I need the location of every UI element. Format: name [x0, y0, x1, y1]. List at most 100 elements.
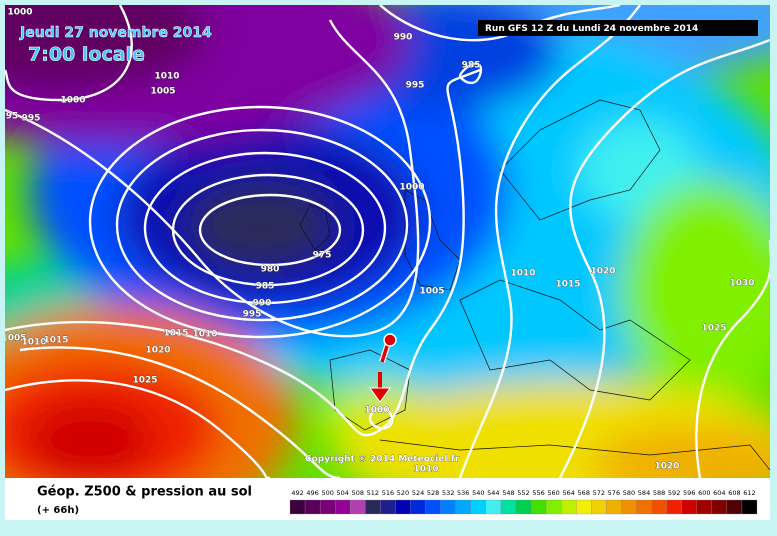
- isobar-label: 1000: [399, 183, 424, 193]
- colorbar-cell: [711, 499, 728, 515]
- isobar-label: 1020: [145, 346, 170, 356]
- isobar-label: 1020: [654, 462, 679, 472]
- colorbar-label: 568: [578, 489, 590, 497]
- colorbar-cell: [395, 499, 411, 515]
- colorbar-cell: [440, 499, 456, 515]
- colorbar-label: 500: [321, 489, 333, 497]
- colorbar-label: 576: [608, 489, 620, 497]
- isobar-label: 1000: [7, 8, 32, 18]
- colorbar-label: 560: [547, 489, 559, 497]
- isobar-label: 1010: [192, 330, 217, 340]
- colorbar-cell: [350, 499, 366, 515]
- colorbar-label: 544: [487, 489, 499, 497]
- colorbar-label: 516: [382, 489, 394, 497]
- isobars: [5, 5, 770, 478]
- isobar-label: 995: [243, 310, 262, 320]
- colorbar: 492 496 500 504 508 512 516 520 524 528 532 536 540 5…: [289, 489, 758, 515]
- colorbar-label: 532: [442, 489, 454, 497]
- colorbar-label: 528: [427, 489, 439, 497]
- colorbar-label: 492: [291, 489, 303, 497]
- colorbar-cell: [319, 499, 336, 515]
- colorbar-cell: [666, 499, 682, 515]
- isobar-label: 1020: [590, 267, 615, 277]
- isobar-label: 1000: [60, 96, 85, 106]
- copyright: Copyright © 2014 Meteociel.fr: [305, 455, 460, 465]
- isobar-label: 1010: [413, 465, 438, 475]
- colorbar-label: 496: [306, 489, 318, 497]
- colorbar-label: 520: [397, 489, 409, 497]
- isobar-label: 1010: [21, 338, 46, 348]
- isobar-label: 985: [256, 282, 275, 292]
- colorbar-cell: [651, 499, 667, 515]
- isobar-label: 1030: [729, 279, 754, 289]
- colorbar-label: 564: [562, 489, 574, 497]
- colorbar-label: 512: [367, 489, 379, 497]
- isobar-label: 1005: [150, 87, 175, 97]
- isobar-label: 1005: [1, 334, 26, 344]
- colorbar-cell: [681, 499, 697, 515]
- colorbar-label: 608: [728, 489, 740, 497]
- colorbar-label: 572: [593, 489, 605, 497]
- colorbar-label: 592: [668, 489, 680, 497]
- isobar-label: 990: [253, 299, 272, 309]
- isobar-label: 1010: [510, 269, 535, 279]
- legend-title: Géop. Z500 & pression au sol: [37, 485, 252, 500]
- isobar-label: 1015: [43, 336, 68, 346]
- isobar-label: 995: [406, 81, 425, 91]
- colorbar-cell: [335, 499, 351, 515]
- colorbar-cell: [621, 499, 637, 515]
- colorbar-cell: [741, 499, 758, 515]
- colorbar-cell: [515, 499, 532, 515]
- colorbar-label: 540: [472, 489, 484, 497]
- lead-time: (+ 66h): [37, 505, 79, 516]
- colorbar-cell: [576, 499, 592, 515]
- colorbar-cell: [365, 499, 381, 515]
- isobar-label: 1025: [701, 324, 726, 334]
- colorbar-cell: [304, 499, 321, 515]
- colorbar-cell: [606, 499, 622, 515]
- isobar-label: 1010: [154, 72, 179, 82]
- run-info: Run GFS 12 Z du Lundi 24 novembre 2014: [485, 24, 698, 34]
- colorbar-cell: [425, 499, 441, 515]
- date: Jeudi 27 novembre 2014: [19, 25, 212, 41]
- isobar-label: 990: [394, 33, 413, 43]
- isobar-label: 95: [6, 112, 19, 122]
- colorbar-label: 588: [653, 489, 665, 497]
- run-box: [478, 20, 758, 36]
- colorbar-cell: [696, 499, 712, 515]
- colorbar-cell: [530, 499, 547, 515]
- colorbar-label: 536: [457, 489, 469, 497]
- colorbar-cell: [561, 499, 577, 515]
- isobar-label: 1005: [419, 287, 444, 297]
- colorbar-label: 600: [698, 489, 710, 497]
- colorbar-cell: [636, 499, 652, 515]
- colorbar-cell: [591, 499, 607, 515]
- colorbar-label: 604: [713, 489, 725, 497]
- location-marker: [369, 333, 397, 403]
- colorbar-cell: [455, 499, 471, 515]
- colorbar-label: 524: [412, 489, 424, 497]
- isobar-label: 985: [462, 61, 481, 71]
- colorbar-cell: [500, 499, 517, 515]
- isobar-label: 995: [22, 114, 41, 124]
- isobar-label: 1000: [364, 406, 389, 416]
- isobar-label: 975: [313, 251, 332, 261]
- colorbar-cell: [380, 499, 396, 515]
- colorbar-cell: [470, 499, 486, 515]
- isobar-label: 980: [261, 265, 280, 275]
- colorbar-label: 584: [638, 489, 650, 497]
- colorbar-cell: [726, 499, 743, 515]
- colorbar-label: 612: [743, 489, 755, 497]
- isobar-label: 1015: [555, 280, 580, 290]
- colorbar-label: 548: [502, 489, 514, 497]
- colorbar-label: 508: [352, 489, 364, 497]
- colorbar-label: 504: [337, 489, 349, 497]
- colorbar-label: 556: [532, 489, 544, 497]
- time: 7:00 locale: [28, 44, 145, 66]
- colorbar-label: 596: [683, 489, 695, 497]
- colorbar-cell: [289, 499, 306, 515]
- colorbar-cell: [485, 499, 502, 515]
